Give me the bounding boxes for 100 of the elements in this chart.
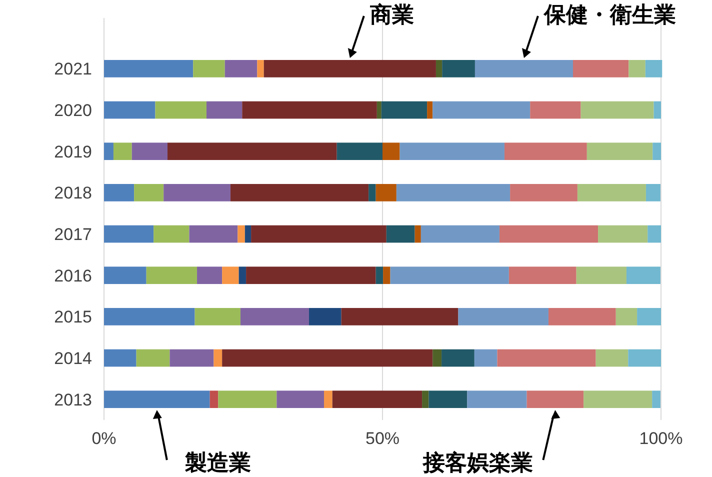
bar (194, 308, 240, 326)
y-tick-label: 2019 (54, 142, 92, 162)
bar (400, 142, 504, 160)
bar (104, 60, 194, 78)
bar (332, 390, 422, 408)
bar (598, 225, 648, 243)
y-tick-label: 2013 (54, 390, 92, 410)
bar (530, 101, 581, 119)
bar (383, 266, 390, 284)
bar (652, 142, 661, 160)
bar (382, 142, 400, 160)
bar (442, 60, 475, 78)
bar (164, 184, 230, 202)
bar (170, 349, 214, 367)
bar (146, 266, 198, 284)
bar (427, 101, 433, 119)
y-tick-label: 2017 (54, 225, 92, 244)
bar (222, 349, 433, 367)
bar (576, 266, 626, 284)
y-tick-label: 2016 (54, 266, 92, 286)
bar (414, 225, 421, 243)
bar (386, 225, 415, 243)
series-label: 保健・衛生業 (542, 2, 676, 27)
bar (442, 349, 474, 367)
bar (154, 225, 190, 243)
bar (246, 266, 376, 284)
bar (104, 184, 134, 202)
bar (257, 60, 264, 78)
bar (104, 349, 136, 367)
bar (572, 60, 629, 78)
bar (113, 142, 132, 160)
bar (276, 390, 324, 408)
bar (510, 184, 578, 202)
bar (368, 184, 376, 202)
bar (381, 101, 428, 119)
bar (376, 101, 382, 119)
bar (193, 60, 225, 78)
bar (645, 60, 662, 78)
bar (652, 390, 660, 408)
y-tick-label: 2021 (54, 60, 92, 79)
x-tick-label: 0% (92, 429, 116, 448)
bar (244, 225, 252, 243)
bar (626, 266, 660, 284)
bar (104, 225, 154, 243)
bar (214, 349, 222, 367)
bar (136, 349, 170, 367)
x-tick-label: 100% (639, 429, 683, 448)
bar (251, 225, 386, 243)
bar (308, 308, 342, 326)
bar (376, 266, 384, 284)
bar (132, 142, 168, 160)
bar (396, 184, 510, 202)
bar (474, 60, 573, 78)
series-label: 接客娯楽業 (422, 450, 534, 475)
bar (230, 184, 369, 202)
y-tick-label: 2018 (54, 184, 92, 203)
bar (422, 390, 429, 408)
bar (596, 349, 628, 367)
x-tick-label: 50% (365, 429, 400, 448)
bar (432, 101, 530, 119)
bar (648, 225, 661, 243)
bar (264, 60, 436, 78)
y-tick-label: 2015 (54, 308, 92, 327)
bar (504, 142, 587, 160)
bar (104, 142, 114, 160)
bar (637, 308, 661, 326)
bar (499, 225, 598, 243)
bar (586, 142, 653, 160)
bar (240, 308, 309, 326)
bar (548, 308, 616, 326)
bar (376, 184, 396, 202)
bar (420, 225, 500, 243)
bar (197, 266, 222, 284)
bar (432, 349, 442, 367)
bar (436, 60, 442, 78)
bar (206, 101, 242, 119)
series-label: 製造業 (184, 450, 251, 475)
bar (104, 101, 156, 119)
y-tick-label: 2020 (54, 101, 92, 120)
bar (336, 142, 382, 160)
bar (324, 390, 332, 408)
bar (155, 101, 206, 119)
bar (224, 60, 258, 78)
bar (580, 101, 654, 119)
bar (104, 266, 146, 284)
bar (390, 266, 509, 284)
bar (628, 60, 646, 78)
bar (577, 184, 646, 202)
bar (654, 101, 661, 119)
bar (104, 308, 195, 326)
bar (628, 349, 661, 367)
bar (189, 225, 238, 243)
bar (474, 349, 498, 367)
bar (526, 390, 584, 408)
bar (646, 184, 660, 202)
bar (616, 308, 638, 326)
bar (242, 101, 377, 119)
bar (238, 225, 245, 243)
bar (584, 390, 652, 408)
bar (134, 184, 164, 202)
